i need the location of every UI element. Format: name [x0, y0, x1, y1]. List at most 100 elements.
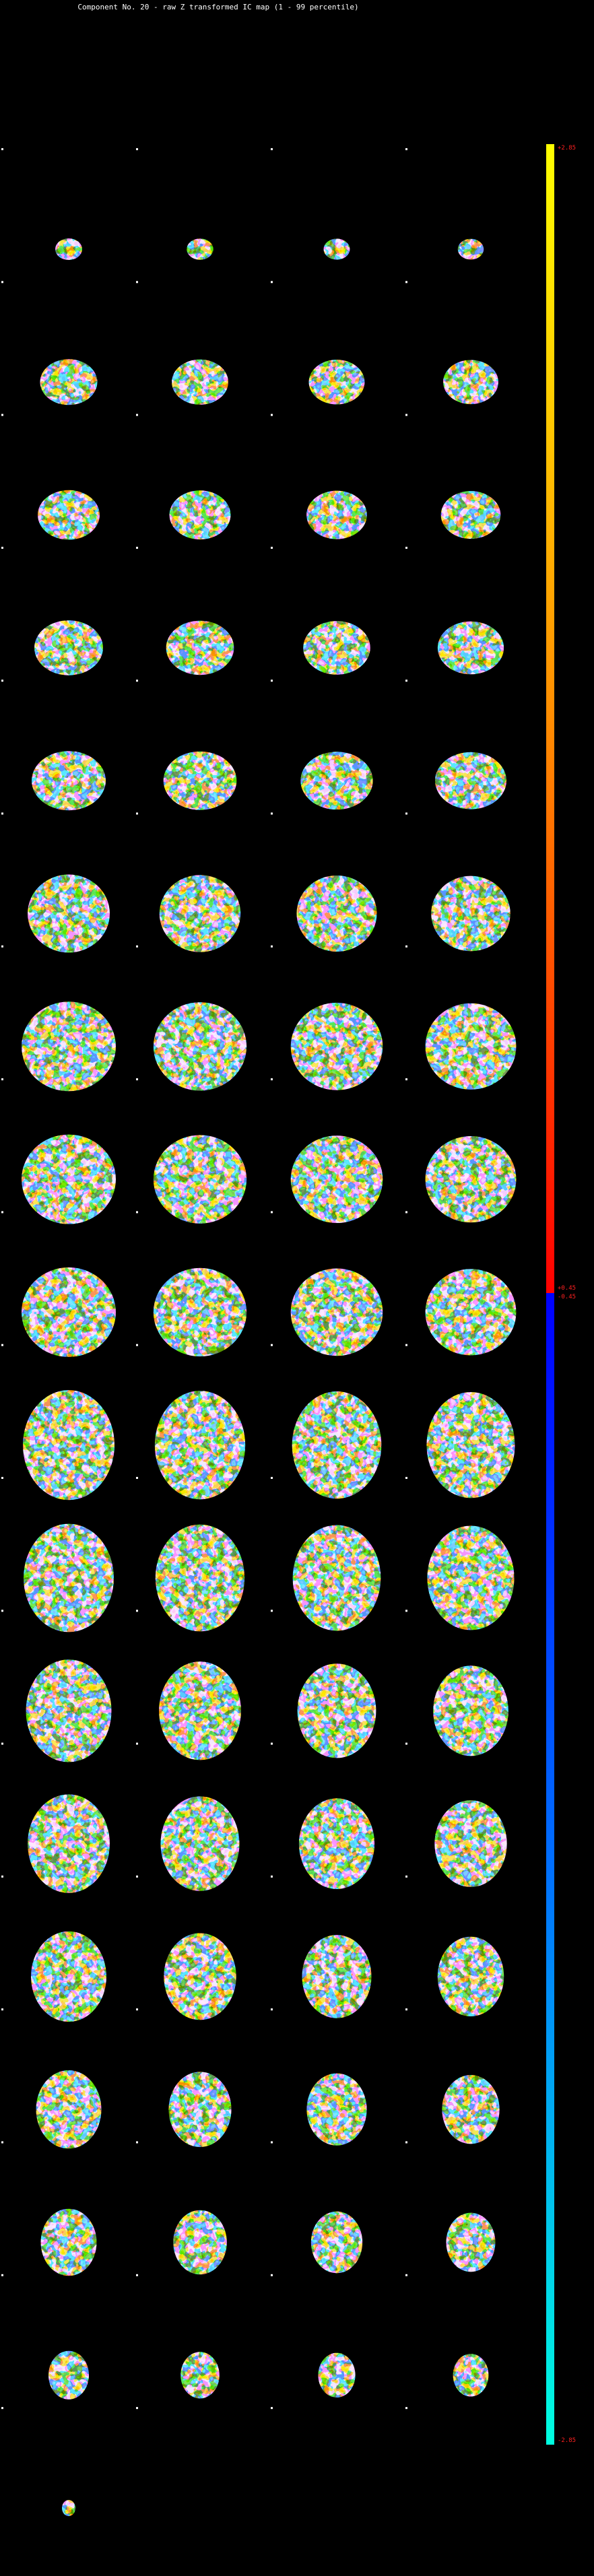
brain-slice — [159, 1661, 241, 1760]
slice-marker — [405, 1742, 407, 1745]
brain-slice — [431, 876, 510, 952]
slice-marker — [271, 1344, 273, 1346]
brain-slice — [154, 1391, 246, 1500]
slice-marker — [136, 1742, 138, 1745]
slice-marker — [271, 1211, 273, 1214]
slice-marker — [1, 1211, 3, 1214]
slice-marker — [271, 1742, 273, 1745]
slice-marker — [271, 546, 273, 549]
slice-marker — [405, 1078, 407, 1081]
brain-slice — [318, 2352, 356, 2398]
brain-slice — [22, 1267, 116, 1357]
brain-slice — [160, 1796, 240, 1891]
slice-marker — [405, 680, 407, 682]
brain-slice — [23, 1390, 114, 1500]
slice-marker — [1, 1477, 3, 1479]
brain-slice — [172, 359, 228, 405]
colorbar-neg-threshold: -0.45 — [558, 1294, 576, 1300]
slice-marker — [405, 2141, 407, 2144]
brain-slice — [28, 1794, 110, 1893]
slice-marker — [136, 281, 138, 284]
slice-marker — [405, 2407, 407, 2410]
slice-marker — [271, 1477, 273, 1479]
slice-marker — [136, 945, 138, 948]
slice-marker — [1, 1610, 3, 1612]
slice-marker — [271, 680, 273, 682]
slice-marker — [1, 1344, 3, 1346]
slice-marker — [136, 2008, 138, 2011]
slice-marker — [405, 1610, 407, 1612]
slice-marker — [1, 812, 3, 815]
brain-slice — [297, 1663, 376, 1758]
slice-marker — [136, 1211, 138, 1214]
brain-slice — [302, 1935, 372, 2018]
brain-slice — [308, 360, 365, 405]
colorbar-max: +2.85 — [558, 145, 576, 152]
brain-slice — [434, 1800, 507, 1888]
colorbar-positive — [546, 144, 554, 1293]
brain-slice — [440, 491, 501, 539]
brain-slice — [443, 360, 498, 405]
brain-slice — [153, 1135, 247, 1224]
brain-slice — [457, 238, 484, 260]
brain-slice — [164, 1933, 236, 2020]
slice-marker — [405, 281, 407, 284]
brain-slice — [180, 2352, 220, 2399]
brain-slice — [48, 2350, 89, 2400]
slice-marker — [136, 2141, 138, 2144]
slice-marker — [405, 546, 407, 549]
brain-slice — [437, 1936, 504, 2017]
brain-slice — [433, 1665, 508, 1756]
slice-marker — [136, 812, 138, 815]
brain-slice — [159, 875, 241, 952]
slice-marker — [136, 148, 138, 150]
brain-slice — [40, 359, 98, 405]
slice-marker — [1, 2141, 3, 2144]
brain-slice — [38, 490, 100, 540]
slice-marker — [1, 945, 3, 948]
slice-marker — [271, 148, 273, 150]
brain-slice — [26, 1659, 112, 1762]
brain-slice — [34, 620, 103, 675]
slice-marker — [136, 546, 138, 549]
slice-marker — [136, 680, 138, 682]
slice-marker — [1, 2008, 3, 2011]
brain-slice — [292, 1391, 382, 1499]
brain-slice — [427, 1525, 515, 1630]
slice-marker — [1, 2407, 3, 2410]
slice-grid — [1, 148, 517, 2517]
brain-slice — [290, 1268, 383, 1356]
slice-marker — [136, 2274, 138, 2276]
slice-marker — [271, 2008, 273, 2011]
brain-slice — [296, 875, 377, 952]
slice-marker — [271, 945, 273, 948]
brain-slice — [425, 1135, 517, 1223]
brain-slice — [40, 2208, 97, 2276]
slice-marker — [1, 546, 3, 549]
slice-marker — [271, 2274, 273, 2276]
slice-marker — [1, 2274, 3, 2276]
brain-slice — [62, 2500, 75, 2517]
colorbar-negative — [546, 1293, 554, 2445]
slice-marker — [405, 148, 407, 150]
brain-slice — [300, 752, 373, 810]
brain-slice — [168, 2072, 232, 2148]
slice-marker — [271, 1078, 273, 1081]
slice-marker — [136, 1078, 138, 1081]
brain-slice — [187, 238, 213, 260]
brain-slice — [22, 1134, 116, 1224]
brain-slice — [425, 1003, 517, 1090]
brain-slice — [323, 238, 350, 260]
brain-slice — [290, 1002, 383, 1090]
slice-marker — [136, 2407, 138, 2410]
slice-marker — [1, 1078, 3, 1081]
brain-slice — [163, 751, 237, 810]
slice-marker — [405, 1211, 407, 1214]
slice-marker — [271, 2407, 273, 2410]
brain-slice — [22, 1001, 116, 1092]
brain-slice — [153, 1267, 247, 1357]
brain-slice — [310, 2211, 363, 2274]
slice-marker — [405, 2274, 407, 2276]
colorbar-pos-threshold: +0.45 — [558, 1285, 576, 1292]
